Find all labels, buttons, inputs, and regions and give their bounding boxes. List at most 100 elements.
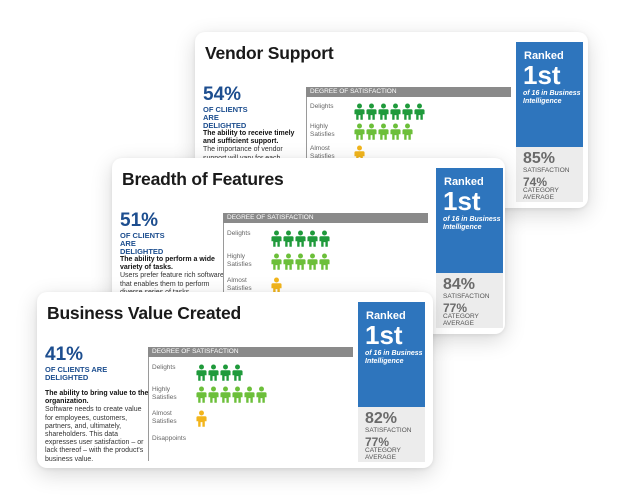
description-text: Software needs to create value for emplo… xyxy=(45,406,144,463)
person-icon xyxy=(271,230,282,247)
category-average-label: CATEGORY AVERAGE xyxy=(365,447,401,461)
satisfaction-score: 84% xyxy=(443,276,476,293)
description: The ability to perform a wide variety of… xyxy=(120,256,224,297)
axis-line xyxy=(223,223,224,327)
person-icon xyxy=(232,386,243,403)
person-icons xyxy=(271,253,331,271)
delighted-label: OF CLIENTS ARE DELIGHTED xyxy=(120,231,165,256)
person-icon xyxy=(208,364,219,381)
category-average-label: CATEGORY AVERAGE xyxy=(443,313,479,327)
rank-value: 1st xyxy=(523,60,561,90)
person-icon xyxy=(271,253,282,270)
category-average-value: 74% xyxy=(523,175,548,189)
ranked-label: Ranked xyxy=(366,310,406,322)
person-icon xyxy=(307,230,318,247)
row-label: Almost Satisfies xyxy=(227,277,252,292)
row-label: Almost Satisfies xyxy=(310,145,335,160)
rank-badge: Ranked 1st of 16 in Business Intelligenc… xyxy=(436,168,503,273)
person-icon xyxy=(220,386,231,403)
person-icons xyxy=(354,103,426,121)
satisfaction-chart: DEGREE OF SATISFACTION Delights Highly S… xyxy=(306,87,511,207)
rank-category: of 16 in Business Intelligence xyxy=(365,350,423,365)
delighted-percent: 41% xyxy=(45,344,84,365)
row-delights: Delights xyxy=(152,364,352,384)
card-title: Breadth of Features xyxy=(122,169,284,189)
rank-value: 1st xyxy=(365,320,403,350)
description-bold: The ability to bring value to the organi… xyxy=(45,390,149,406)
person-icon xyxy=(390,123,401,140)
person-icon xyxy=(256,386,267,403)
row-highly-satisfies: Highly Satisfies xyxy=(310,123,510,143)
rank-badge: Ranked 1st of 16 in Business Intelligenc… xyxy=(358,302,425,407)
person-icon xyxy=(196,364,207,381)
delighted-label: OF CLIENTS ARE DELIGHTED xyxy=(45,365,108,382)
person-icon xyxy=(283,253,294,270)
person-icon xyxy=(196,410,207,427)
row-delights: Delights xyxy=(227,230,427,250)
ranked-label: Ranked xyxy=(444,176,484,188)
person-icon xyxy=(232,364,243,381)
satisfaction-label: SATISFACTION xyxy=(443,293,490,300)
card-title: Vendor Support xyxy=(205,43,334,63)
person-icon xyxy=(295,253,306,270)
person-icons xyxy=(196,364,244,382)
card-title: Business Value Created xyxy=(47,303,242,323)
satisfaction-chart: DEGREE OF SATISFACTION Delights Highly S… xyxy=(223,213,428,333)
satisfaction-header: DEGREE OF SATISFACTION xyxy=(223,213,428,223)
delighted-percent: 54% xyxy=(203,84,242,105)
person-icon xyxy=(402,103,413,120)
satisfaction-header: DEGREE OF SATISFACTION xyxy=(148,347,353,357)
row-label: Almost Satisfies xyxy=(152,410,177,425)
row-label: Delights xyxy=(152,364,176,371)
satisfaction-chart: DEGREE OF SATISFACTION Delights Highly S… xyxy=(148,347,353,467)
person-icon xyxy=(378,103,389,120)
person-icon xyxy=(414,103,425,120)
person-icon xyxy=(390,103,401,120)
row-disappoints: Disappoints xyxy=(152,435,352,455)
rank-category: of 16 in Business Intelligence xyxy=(443,216,501,231)
row-almost-satisfies: Almost Satisfies xyxy=(152,410,352,430)
scorecard-business-value-created: Business Value Created 41% OF CLIENTS AR… xyxy=(37,292,433,468)
category-average-label: CATEGORY AVERAGE xyxy=(523,187,559,201)
rank-category: of 16 in Business Intelligence xyxy=(523,90,581,105)
person-icon xyxy=(208,386,219,403)
row-highly-satisfies: Highly Satisfies xyxy=(152,386,352,406)
description-bold: The ability to receive timely and suffic… xyxy=(203,130,295,146)
person-icons xyxy=(271,230,331,248)
person-icon xyxy=(319,230,330,247)
category-average-value: 77% xyxy=(443,301,468,315)
satisfaction-label: SATISFACTION xyxy=(365,427,412,434)
axis-line xyxy=(148,357,149,461)
person-icon xyxy=(366,103,377,120)
row-label: Disappoints xyxy=(152,435,186,442)
satisfaction-score: 85% xyxy=(523,150,556,167)
person-icons xyxy=(354,123,414,141)
person-icon xyxy=(354,103,365,120)
person-icon xyxy=(220,364,231,381)
description: The ability to bring value to the organi… xyxy=(45,390,149,464)
person-icon xyxy=(307,253,318,270)
rank-value: 1st xyxy=(443,186,481,216)
row-label: Highly Satisfies xyxy=(310,123,335,138)
person-icon xyxy=(283,230,294,247)
axis-line xyxy=(306,97,307,201)
person-icon xyxy=(366,123,377,140)
ranked-label: Ranked xyxy=(524,50,564,62)
delighted-label: OF CLIENTS ARE DELIGHTED xyxy=(203,105,248,130)
satisfaction-label: SATISFACTION xyxy=(523,167,570,174)
delighted-percent: 51% xyxy=(120,210,159,231)
row-almost-satisfies: Almost Satisfies xyxy=(227,277,427,297)
person-icon xyxy=(244,386,255,403)
person-icon xyxy=(354,123,365,140)
person-icon xyxy=(319,253,330,270)
rank-badge: Ranked 1st of 16 in Business Intelligenc… xyxy=(516,42,583,147)
row-label: Highly Satisfies xyxy=(152,386,177,401)
person-icons xyxy=(196,410,208,428)
person-icon xyxy=(295,230,306,247)
person-icon xyxy=(402,123,413,140)
person-icon xyxy=(196,386,207,403)
person-icon xyxy=(271,277,282,294)
satisfaction-header: DEGREE OF SATISFACTION xyxy=(306,87,511,97)
person-icons xyxy=(271,277,283,295)
score-panel: 84% SATISFACTION 77% CATEGORY AVERAGE xyxy=(436,273,503,328)
